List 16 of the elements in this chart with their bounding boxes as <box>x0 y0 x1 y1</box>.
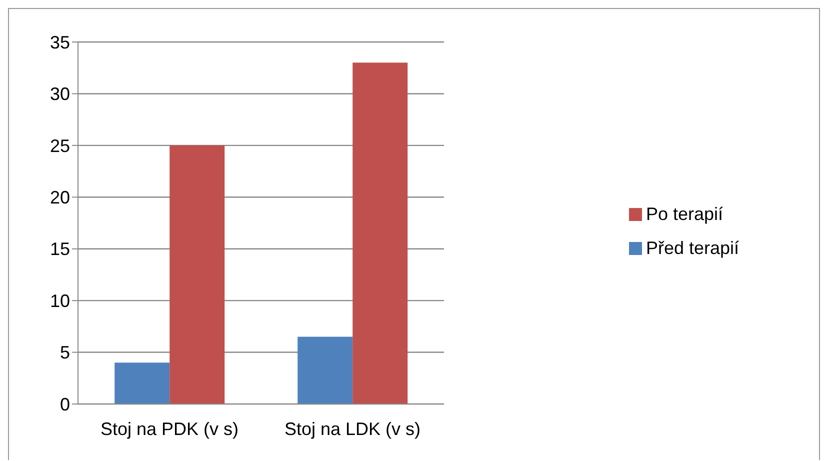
y-tick-label: 5 <box>60 342 70 363</box>
x-tick-label: Stoj na PDK (v s) <box>100 418 239 439</box>
bar <box>114 362 170 404</box>
y-tick-label: 0 <box>60 394 70 414</box>
y-tick-label: 25 <box>50 136 70 156</box>
x-tick-label: Stoj na LDK (v s) <box>284 418 421 439</box>
legend-label: Před terapií <box>646 238 740 258</box>
bar <box>170 145 225 404</box>
bar <box>298 336 353 404</box>
y-tick-label: 10 <box>50 290 70 311</box>
y-tick-label: 15 <box>50 239 70 260</box>
legend-label: Po terapií <box>646 204 724 224</box>
y-tick-label: 20 <box>50 188 70 208</box>
y-tick-label: 30 <box>50 84 70 104</box>
y-tick-label: 35 <box>50 32 70 52</box>
bar <box>352 62 408 404</box>
